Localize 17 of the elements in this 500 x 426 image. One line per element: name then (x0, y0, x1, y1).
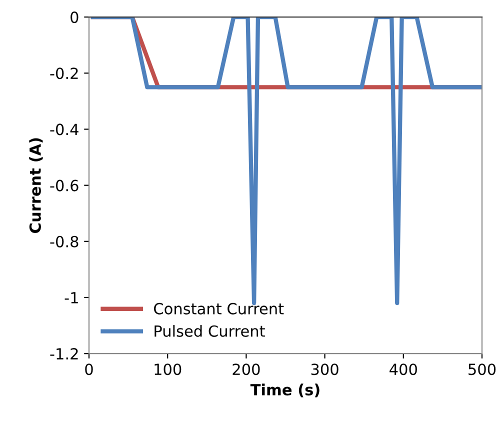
x-tick-label: 500 (468, 364, 496, 376)
legend-label: Constant Current (154, 302, 284, 314)
x-tick-label: 0 (85, 364, 93, 376)
y-tick-label: -0.8 (50, 236, 78, 248)
y-tick-label: -0.4 (50, 124, 78, 136)
y-tick-label: -1.2 (50, 348, 78, 360)
y-tick-label: 0 (70, 12, 78, 24)
x-tick-label: 300 (311, 364, 338, 376)
y-axis-title: Current (A) (29, 138, 43, 233)
y-tick-label: -0.2 (50, 68, 78, 80)
y-tick-label: -0.6 (50, 180, 78, 192)
legend-label: Pulsed Current (154, 325, 265, 337)
x-tick-label: 100 (154, 364, 182, 376)
y-tick-label: -1 (64, 292, 78, 304)
x-tick-label: 200 (232, 364, 260, 376)
x-tick-label: 400 (390, 364, 417, 376)
x-axis-title: Time (s) (250, 384, 320, 398)
